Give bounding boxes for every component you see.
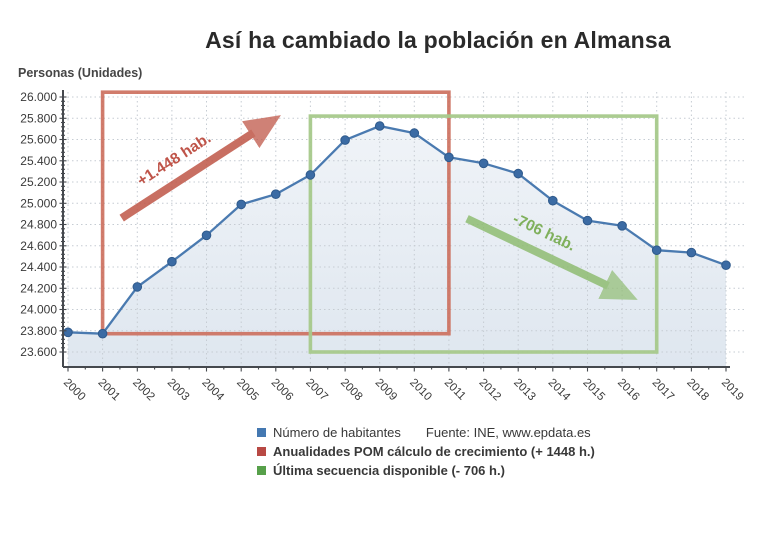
- legend-item-habitantes: Número de habitantes Fuente: INE, www.ep…: [257, 424, 595, 441]
- y-axis-title: Personas (Unidades): [18, 66, 143, 80]
- decline-arrow: [465, 215, 638, 300]
- x-tick-label-2009: 2009: [373, 377, 400, 404]
- data-point-2009: [374, 121, 385, 131]
- source-credit: Fuente: INE, www.epdata.es: [425, 425, 591, 440]
- x-tick-label-2018: 2018: [684, 377, 711, 404]
- pom-annotation-box: [100, 90, 451, 336]
- legend-label-0: Número de habitantes: [273, 425, 401, 440]
- x-tick-label-2001: 2001: [95, 377, 122, 404]
- growth-arrow: [119, 115, 281, 222]
- data-point-2012: [478, 158, 489, 169]
- x-tick-label-2012: 2012: [476, 377, 503, 404]
- data-point-2019: [721, 260, 731, 271]
- x-tick-label-2010: 2010: [407, 377, 434, 404]
- data-point-2017: [651, 245, 662, 255]
- chart-title: Así ha cambiado la población en Almansa: [205, 27, 671, 53]
- data-point-2002: [132, 282, 143, 292]
- legend-item-pom: Anualidades POM cálculo de crecimiento (…: [257, 443, 595, 460]
- population-line-chart: +1.448 hab.-706 hab.23.60023.80024.00024…: [20, 90, 746, 404]
- data-point-2003: [167, 256, 177, 267]
- x-tick-label-2008: 2008: [338, 377, 365, 404]
- y-tick-label-23.600: 23.600: [20, 345, 57, 359]
- data-point-2010: [409, 128, 420, 138]
- x-tick-label-2007: 2007: [303, 377, 330, 404]
- y-tick-label-24.800: 24.800: [20, 218, 57, 232]
- legend-label-1: Anualidades POM cálculo de crecimiento (…: [273, 444, 595, 459]
- y-tick-label-25.200: 25.200: [20, 175, 57, 189]
- x-tick-label-2000: 2000: [61, 377, 88, 404]
- y-tick-label-25.800: 25.800: [20, 112, 57, 126]
- y-tick-label-25.600: 25.600: [20, 133, 57, 147]
- x-tick-label-2003: 2003: [165, 377, 192, 404]
- legend-swatch-1: [257, 447, 266, 456]
- series-area-fill: [68, 126, 726, 367]
- y-tick-label-26.000: 26.000: [20, 90, 57, 104]
- y-tick-label-24.600: 24.600: [20, 239, 57, 253]
- tick-marks: [59, 96, 727, 372]
- data-point-2014: [548, 195, 558, 206]
- x-tick-label-2013: 2013: [511, 377, 538, 404]
- last-sequence-annotation-box: [308, 114, 659, 354]
- x-tick-label-2011: 2011: [442, 377, 468, 403]
- x-tick-label-2006: 2006: [269, 377, 296, 404]
- data-point-2007: [305, 170, 316, 180]
- data-point-2013: [513, 168, 524, 179]
- data-point-2005: [236, 199, 246, 210]
- y-tick-label-24.000: 24.000: [20, 303, 57, 317]
- data-point-2001: [97, 328, 108, 339]
- x-tick-label-2014: 2014: [546, 377, 573, 404]
- x-tick-label-2017: 2017: [650, 377, 677, 404]
- y-tick-label-24.400: 24.400: [20, 260, 57, 274]
- y-tick-label-25.400: 25.400: [20, 154, 57, 168]
- population-line: [67, 124, 727, 335]
- x-tick-label-2002: 2002: [130, 377, 157, 404]
- data-point-2018: [686, 247, 697, 258]
- data-point-2015: [582, 215, 593, 226]
- y-tick-label-25.000: 25.000: [20, 196, 57, 210]
- x-tick-label-2016: 2016: [615, 377, 642, 404]
- x-tick-label-2004: 2004: [199, 377, 226, 404]
- x-tick-label-2005: 2005: [234, 377, 261, 404]
- data-point-2016: [617, 221, 627, 231]
- legend-swatch-0: [257, 428, 266, 437]
- y-tick-label-23.800: 23.800: [20, 324, 57, 338]
- x-tick-label-2019: 2019: [719, 377, 746, 404]
- y-tick-label-24.200: 24.200: [20, 281, 57, 295]
- legend-label-2: Última secuencia disponible (- 706 h.): [273, 463, 505, 478]
- data-point-2008: [340, 135, 350, 145]
- data-point-2006: [271, 189, 281, 199]
- data-point-2011: [444, 152, 454, 163]
- legend-item-ultima-secuencia: Última secuencia disponible (- 706 h.): [257, 462, 595, 479]
- legend-swatch-2: [257, 466, 266, 475]
- data-point-2004: [201, 230, 212, 241]
- legend: Número de habitantes Fuente: INE, www.ep…: [257, 424, 595, 481]
- x-tick-label-2015: 2015: [580, 377, 607, 404]
